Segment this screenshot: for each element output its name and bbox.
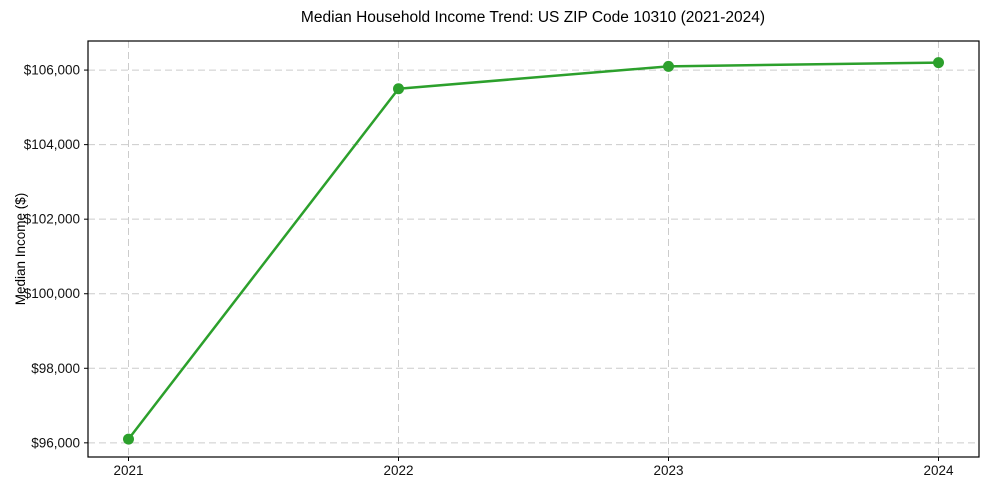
chart-title: Median Household Income Trend: US ZIP Co… <box>301 9 765 26</box>
data-point-2022 <box>393 83 404 95</box>
x-tick-label: 2023 <box>653 463 683 478</box>
y-tick-label: $96,000 <box>31 435 80 450</box>
x-tick-label: 2022 <box>383 463 413 478</box>
x-tick-label: 2024 <box>923 463 954 478</box>
y-tick-label: $102,000 <box>24 212 80 227</box>
series-layer <box>123 57 944 445</box>
grid-layer <box>88 41 979 457</box>
x-tick-label: 2021 <box>113 463 143 478</box>
data-point-2021 <box>123 433 134 445</box>
y-tick-label: $100,000 <box>24 286 80 301</box>
y-tick-label: $98,000 <box>31 361 80 376</box>
y-tick-label: $104,000 <box>24 137 80 152</box>
y-tick-label: $106,000 <box>24 63 80 78</box>
data-point-2024 <box>933 57 944 69</box>
axis-layer: $96,000 $98,000 $100,000 $102,000 $104,000 $1… <box>24 40 980 478</box>
trend-line <box>127 61 940 441</box>
data-point-2023 <box>663 60 674 72</box>
y-axis-label: Median Income ($) <box>13 193 28 306</box>
plot-border <box>87 40 980 458</box>
